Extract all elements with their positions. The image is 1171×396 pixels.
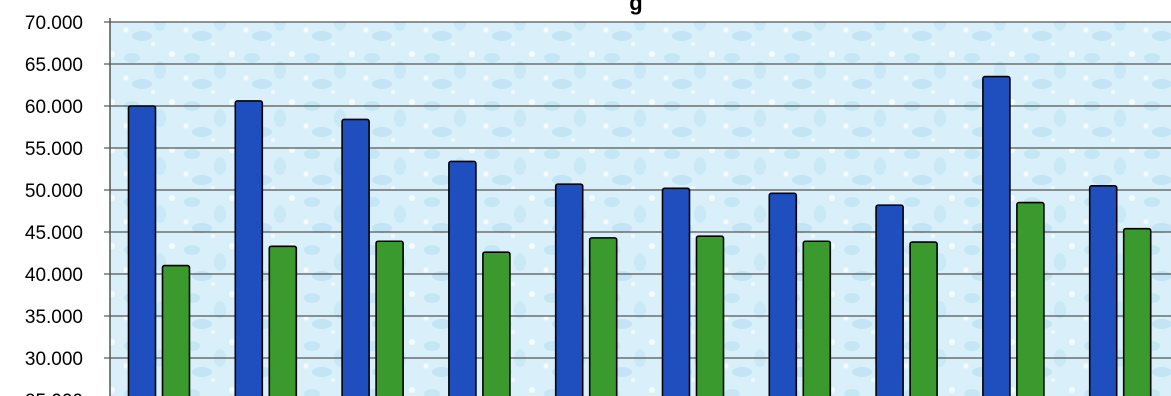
bar-series-1	[982, 75, 1011, 396]
bar-series-1	[554, 183, 584, 396]
bar-series-1	[768, 192, 798, 396]
bar-series-1	[1088, 185, 1118, 396]
y-tick-label: 40.000	[25, 265, 83, 286]
bar-series-1	[661, 187, 691, 396]
y-tick-label: 45.000	[25, 223, 83, 244]
bar-series-2	[695, 235, 725, 396]
y-tick-label: 55.000	[25, 139, 83, 160]
bars	[127, 75, 1152, 396]
y-tick-label: 60.000	[25, 97, 83, 118]
bar-series-2	[1122, 227, 1152, 396]
y-tick-label: 35.000	[25, 307, 83, 328]
y-tick-label: 30.000	[25, 349, 83, 370]
bar-series-1	[341, 118, 370, 396]
y-axis: 25.000 30.000 35.000 40.000 45.000 50.000 55.0…	[25, 13, 111, 396]
chart-title-fragment: g	[629, 0, 642, 15]
bar-series-2	[161, 264, 191, 396]
bar-series-2	[482, 251, 511, 396]
bar-series-1	[448, 160, 477, 396]
y-tick-label: 65.000	[25, 55, 83, 76]
bar-series-2	[802, 240, 832, 396]
bar-series-2	[268, 245, 298, 396]
bar-series-2	[588, 237, 618, 396]
bar-series-1	[234, 100, 264, 396]
bar-series-1	[875, 204, 904, 396]
y-tick-label: 50.000	[25, 181, 83, 202]
bar-series-2	[909, 241, 938, 396]
bar-series-1	[127, 105, 157, 396]
bar-series-2	[1016, 201, 1045, 396]
y-tick-label: 25.000	[25, 391, 83, 396]
y-tick-label: 70.000	[25, 13, 83, 34]
bar-series-2	[375, 240, 404, 396]
